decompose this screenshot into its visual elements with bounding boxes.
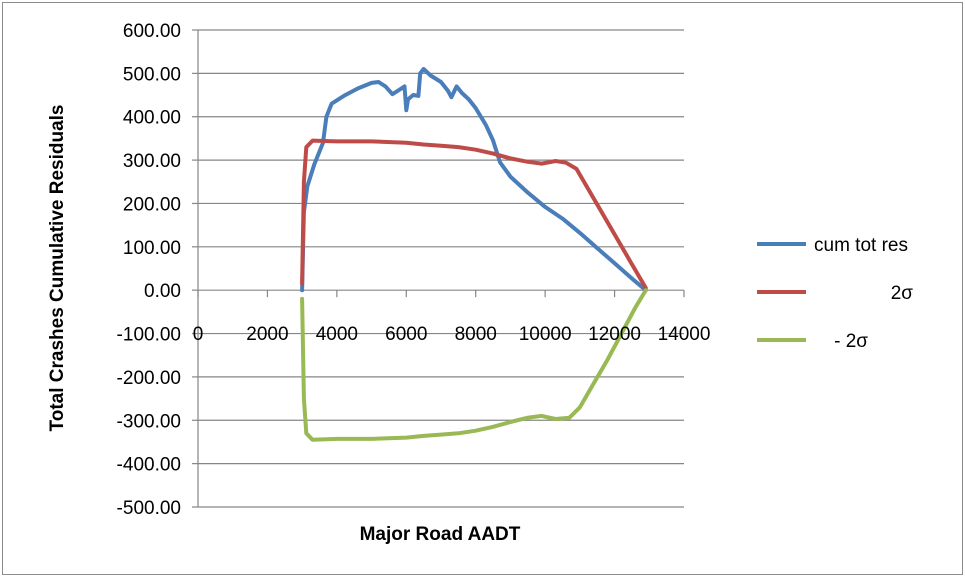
- y-tick-label: 400.00: [123, 108, 181, 129]
- x-tick-label: 12000: [588, 324, 641, 345]
- tick-labels: 600.00 500.00 400.00 300.00 200.00 100.00 0.00…: [117, 21, 711, 519]
- y-tick-label: 300.00: [123, 151, 181, 172]
- series-line-1: [300, 67, 648, 293]
- y-axis-title: Total Crashes Cumulative Residuals: [47, 105, 68, 432]
- x-tick-label: 6000: [385, 324, 427, 345]
- x-tick-label: 14000: [658, 324, 711, 345]
- axes: [192, 29, 685, 508]
- y-tick-label: -300.00: [117, 411, 181, 432]
- y-tick-label: -200.00: [117, 368, 181, 389]
- y-tick-label: 500.00: [123, 64, 181, 85]
- legend-label-1: cum tot res: [814, 235, 908, 256]
- x-axis-title: Major Road AADT: [360, 524, 521, 545]
- y-tick-label: 600.00: [123, 21, 181, 42]
- y-tick-label: 0.00: [144, 281, 181, 302]
- series-line-3: [300, 288, 648, 442]
- y-tick-label: -100.00: [117, 325, 181, 346]
- legend: cum tot res 2σ - 2σ: [757, 235, 913, 352]
- x-tick-label: 8000: [455, 324, 497, 345]
- x-tick-label: 4000: [316, 324, 358, 345]
- x-tick-label: 0: [193, 324, 204, 345]
- y-tick-label: 200.00: [123, 194, 181, 215]
- x-tick-label: 2000: [246, 324, 288, 345]
- legend-label-3: - 2σ: [834, 331, 868, 352]
- gridlines: [198, 29, 684, 508]
- series-group: [300, 67, 648, 442]
- y-tick-label: 100.00: [123, 238, 181, 259]
- x-tick-label: 10000: [519, 324, 572, 345]
- y-tick-label: -400.00: [117, 455, 181, 476]
- series-line-2: [300, 138, 648, 290]
- legend-label-2: 2σ: [891, 283, 914, 304]
- y-tick-label: -500.00: [117, 498, 181, 519]
